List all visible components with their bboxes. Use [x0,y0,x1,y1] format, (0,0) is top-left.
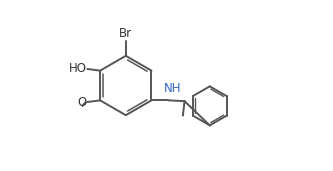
Text: NH: NH [164,82,181,95]
Text: HO: HO [69,62,87,75]
Text: Br: Br [119,27,132,40]
Text: O: O [78,96,87,109]
